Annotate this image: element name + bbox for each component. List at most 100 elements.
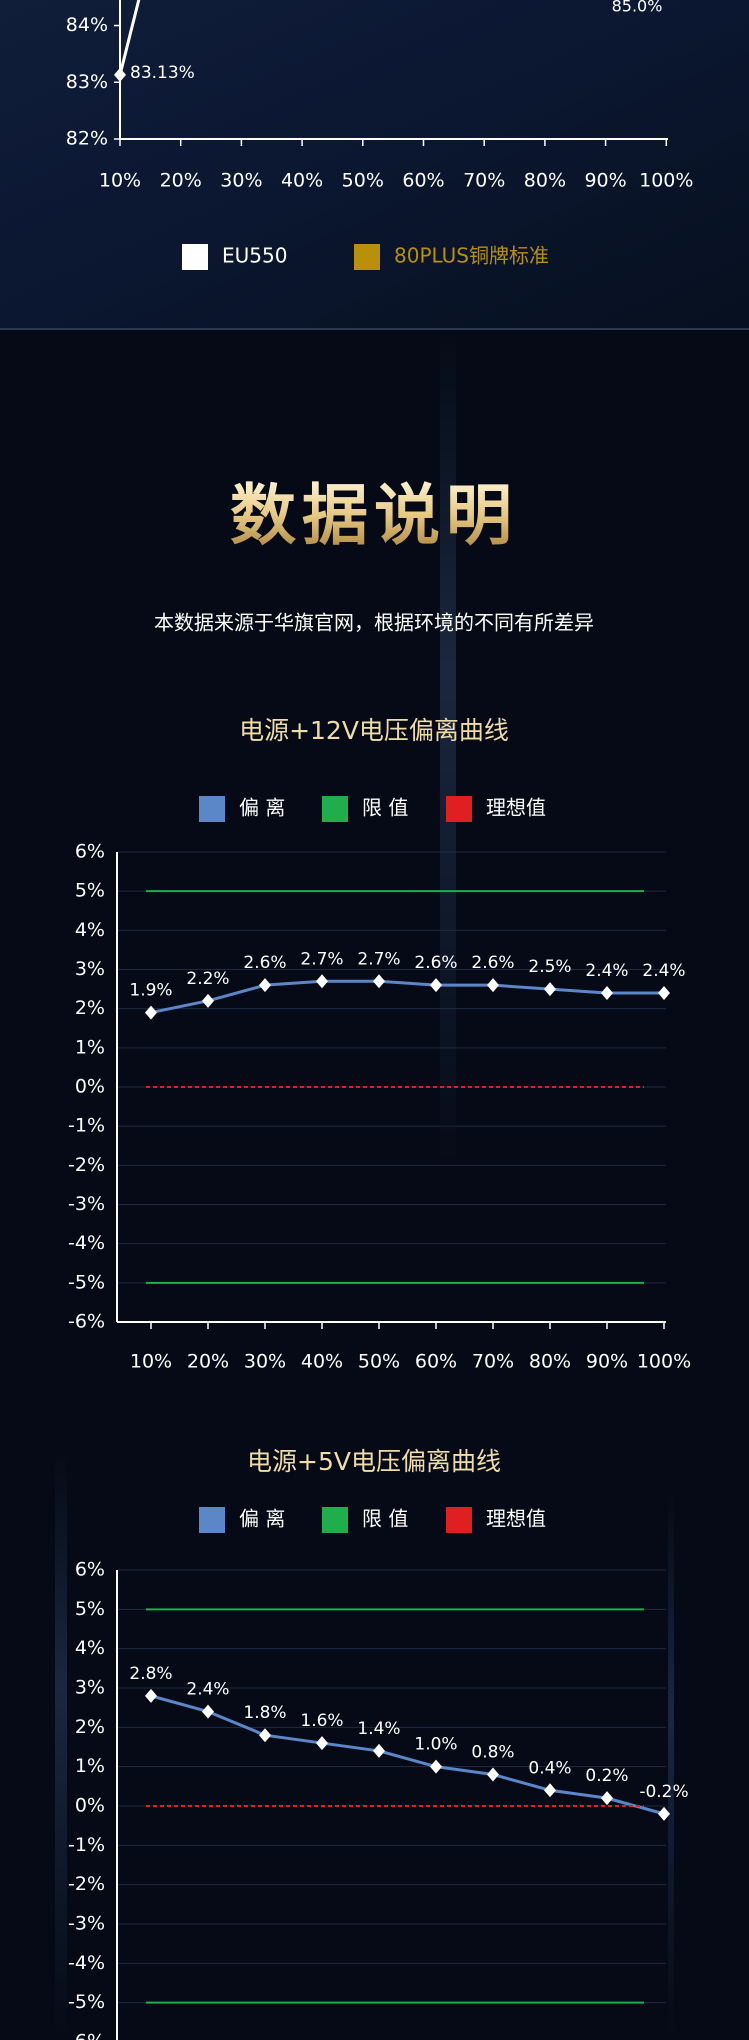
y-tick-label: -6% <box>68 1311 105 1333</box>
data-point <box>202 993 214 1008</box>
legend-swatch <box>322 1507 348 1533</box>
data-label: 1.8% <box>243 1703 286 1723</box>
y-tick-label: 82% <box>66 128 108 150</box>
data-label: 2.4% <box>585 961 628 981</box>
legend-label: 80PLUS铜牌标准 <box>394 244 549 268</box>
data-label: 2.6% <box>471 953 514 973</box>
data-point <box>487 978 499 993</box>
data-label: 1.4% <box>357 1719 400 1739</box>
light-streak <box>668 1490 674 2040</box>
light-streak <box>55 1450 67 2040</box>
legend-swatch <box>182 244 208 270</box>
series-line <box>150 1694 665 1816</box>
legend-label: 理想值 <box>486 1507 546 1531</box>
legend-swatch <box>354 244 380 270</box>
x-tick-label: 90% <box>586 1351 628 1373</box>
data-label: 2.6% <box>243 953 286 973</box>
data-label: 2.4% <box>642 961 685 981</box>
top-section <box>0 0 749 329</box>
data-point <box>658 986 670 1000</box>
data-point <box>544 1783 556 1798</box>
y-tick-label: -3% <box>68 1913 105 1935</box>
data-label: 1.9% <box>129 981 172 1001</box>
y-tick-label: -5% <box>68 1271 105 1293</box>
x-tick-label: 10% <box>99 170 141 192</box>
data-label: 2.6% <box>414 953 457 973</box>
chart-title: 电源+12V电压偏离曲线 <box>239 716 509 745</box>
data-point <box>259 1728 271 1743</box>
x-tick-label: 10% <box>130 1351 172 1373</box>
data-label: 2.2% <box>186 969 229 989</box>
light-streak <box>440 329 456 1179</box>
y-tick-label: -4% <box>68 1232 105 1254</box>
data-label: 0.8% <box>471 1743 514 1763</box>
data-point <box>114 67 126 82</box>
data-label: 0.2% <box>585 1766 628 1786</box>
y-tick-label: 6% <box>75 1559 105 1581</box>
y-tick-label: -2% <box>68 1154 105 1176</box>
y-tick-label: 1% <box>75 1036 105 1058</box>
section-subtitle: 本数据来源于华旗官网，根据环境的不同有所差异 <box>154 611 594 635</box>
y-tick-label: -3% <box>68 1193 105 1215</box>
data-point <box>430 1759 442 1774</box>
data-label: -0.2% <box>639 1782 688 1802</box>
x-tick-label: 100% <box>639 170 693 192</box>
y-tick-label: 84% <box>66 14 108 36</box>
legend-swatch <box>446 796 472 822</box>
y-tick-label: -1% <box>68 1834 105 1856</box>
y-tick-label: 5% <box>75 880 105 902</box>
legend-swatch <box>199 796 225 822</box>
y-tick-label: 2% <box>75 997 105 1019</box>
x-tick-label: 30% <box>220 170 262 192</box>
y-tick-label: 0% <box>75 1795 105 1817</box>
data-point <box>658 1806 670 1821</box>
x-tick-label: 80% <box>529 1351 571 1373</box>
y-tick-label: 3% <box>75 1677 105 1699</box>
data-point <box>487 1767 499 1782</box>
legend-swatch <box>446 1507 472 1533</box>
data-label: 1.0% <box>414 1735 457 1755</box>
x-tick-label: 20% <box>160 170 202 192</box>
y-tick-label: 3% <box>75 958 105 980</box>
data-label: 0.4% <box>528 1758 571 1778</box>
y-tick-label: 83% <box>66 71 108 93</box>
x-tick-label: 70% <box>463 170 505 192</box>
x-tick-label: 60% <box>415 1351 457 1373</box>
data-label: 2.4% <box>186 1680 229 1700</box>
y-tick-label: 4% <box>75 1637 105 1659</box>
section-title: 数据说明 <box>230 477 518 554</box>
series-line <box>150 979 664 1015</box>
y-tick-label: -4% <box>68 1952 105 1974</box>
data-label: 2.7% <box>300 949 343 969</box>
data-point <box>145 1005 157 1020</box>
y-tick-label: 1% <box>75 1755 105 1777</box>
legend-label: 偏 离 <box>239 1507 285 1531</box>
x-tick-label: 40% <box>301 1351 343 1373</box>
data-point <box>373 974 385 989</box>
y-tick-label: 6% <box>75 841 105 863</box>
data-point <box>316 974 328 989</box>
legend-swatch <box>322 796 348 822</box>
data-label: 83.13% <box>130 63 195 83</box>
legend-label: 限 值 <box>362 1507 408 1531</box>
y-tick-label: 0% <box>75 1076 105 1098</box>
y-tick-label: 2% <box>75 1716 105 1738</box>
x-tick-label: 20% <box>187 1351 229 1373</box>
legend-label: 理想值 <box>486 796 546 820</box>
y-tick-label: 5% <box>75 1598 105 1620</box>
data-label: 2.5% <box>528 957 571 977</box>
x-tick-label: 30% <box>244 1351 286 1373</box>
series-line <box>118 0 141 76</box>
y-tick-label: -6% <box>68 2031 105 2040</box>
data-point <box>544 982 556 997</box>
legend-swatch <box>199 1507 225 1533</box>
legend-label: 偏 离 <box>239 796 285 820</box>
x-tick-label: 60% <box>402 170 444 192</box>
data-point <box>316 1736 328 1751</box>
x-tick-label: 70% <box>472 1351 514 1373</box>
annotation: 85.0% <box>612 0 663 16</box>
x-tick-label: 50% <box>358 1351 400 1373</box>
y-tick-label: 4% <box>75 919 105 941</box>
